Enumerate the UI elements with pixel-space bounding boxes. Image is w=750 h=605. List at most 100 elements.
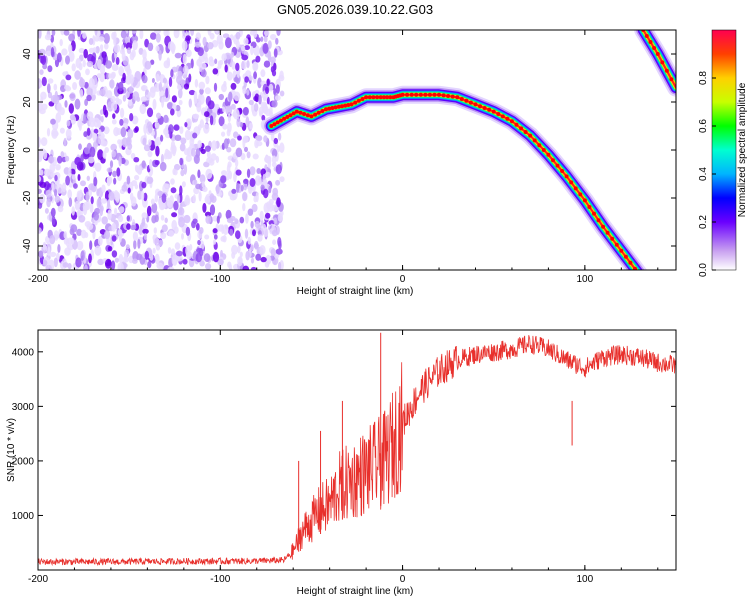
noise-blob (93, 212, 99, 221)
noise-blob (276, 30, 281, 36)
noise-blob (199, 248, 204, 257)
noise-blob (57, 205, 64, 213)
noise-blob (167, 127, 172, 135)
noise-blob (240, 153, 246, 161)
noise-blob (146, 107, 154, 118)
noise-blob (50, 207, 56, 218)
noise-blob (105, 259, 112, 269)
noise-blob (171, 219, 177, 231)
colorbar-ticks: 0.0 0.2 0.4 0.6 0.8 (698, 71, 716, 277)
noise-blob (235, 147, 243, 158)
noise-blob (243, 178, 249, 185)
noise-blob (249, 166, 256, 176)
noise-blob (117, 262, 124, 270)
noise-blob (181, 181, 186, 188)
noise-blob (161, 96, 165, 108)
noise-blob (224, 64, 228, 73)
noise-blob (275, 37, 279, 45)
noise-blob (64, 247, 71, 256)
noise-blob (163, 30, 168, 37)
noise-blob (225, 37, 232, 49)
noise-blob (126, 223, 131, 230)
noise-blob (156, 262, 164, 269)
noise-blob (225, 209, 232, 220)
noise-blob (157, 190, 164, 197)
noise-blob (237, 135, 242, 141)
noise-blob (158, 50, 162, 61)
ridge-bead (478, 104, 482, 109)
ridge-bead (275, 120, 280, 125)
noise-blob (70, 237, 75, 245)
noise-blob (143, 144, 151, 152)
noise-blob (249, 122, 253, 130)
noise-blob (204, 234, 210, 240)
noise-blob (257, 77, 262, 89)
noise-blob (268, 185, 272, 194)
noise-blob (124, 251, 128, 262)
noise-blob (116, 167, 121, 177)
noise-blob (50, 118, 56, 125)
noise-blob (165, 87, 169, 99)
noise-blob (171, 212, 178, 218)
noise-blob (88, 253, 92, 264)
noise-blob (205, 215, 211, 224)
ridge-bead (336, 104, 341, 109)
noise-blob (134, 126, 139, 133)
noise-blob (108, 73, 112, 79)
noise-blob (239, 216, 245, 224)
noise-blob (155, 73, 160, 83)
noise-blob (264, 108, 272, 117)
noise-blob (100, 198, 108, 204)
noise-blob (209, 32, 215, 40)
noise-blob (263, 60, 271, 68)
noise-blob (141, 85, 146, 92)
noise-blob (184, 122, 188, 128)
noise-blob (244, 76, 249, 83)
noise-blob (248, 75, 254, 81)
noise-blob (159, 161, 167, 172)
noise-blob (216, 34, 223, 45)
noise-blob (96, 188, 100, 196)
noise-blob (155, 145, 160, 157)
noise-blob (277, 132, 282, 141)
noise-blob (44, 208, 49, 214)
noise-blob (276, 197, 281, 208)
y-tick-label: -40 (22, 238, 33, 253)
noise-blob (150, 198, 155, 205)
noise-blob (101, 216, 108, 225)
noise-blob (149, 159, 153, 170)
noise-blob (257, 234, 263, 242)
noise-blob (98, 129, 102, 135)
noise-blob (40, 54, 47, 65)
noise-blob (176, 255, 183, 262)
noise-blob (163, 114, 169, 124)
noise-blob (99, 65, 106, 75)
colorbar-tick-label: 0.2 (698, 215, 709, 229)
noise-blob (234, 158, 239, 168)
noise-blob (236, 69, 240, 79)
noise-blob (160, 153, 164, 164)
noise-blob (207, 30, 212, 36)
noise-blob (235, 230, 241, 240)
noise-blob (41, 76, 47, 87)
noise-blob (255, 55, 261, 63)
noise-blob (242, 106, 249, 116)
noise-blob (222, 224, 229, 236)
noise-blob (246, 151, 251, 159)
noise-blob (125, 42, 133, 50)
noise-blob (164, 148, 169, 157)
noise-blob (241, 45, 246, 52)
noise-blob (115, 193, 120, 203)
noise-blob (86, 94, 92, 102)
noise-blob (132, 231, 138, 241)
noise-blob (129, 192, 134, 202)
noise-blob (211, 140, 217, 151)
noise-blob (47, 65, 53, 73)
noise-blob (226, 71, 233, 81)
noise-blob (243, 37, 249, 46)
snr-frame (37, 329, 677, 571)
noise-blob (206, 151, 211, 159)
ridge-bead (353, 100, 358, 105)
noise-blob (146, 176, 154, 184)
snr-x-ticks: -200 -100 0 100 (28, 330, 659, 585)
